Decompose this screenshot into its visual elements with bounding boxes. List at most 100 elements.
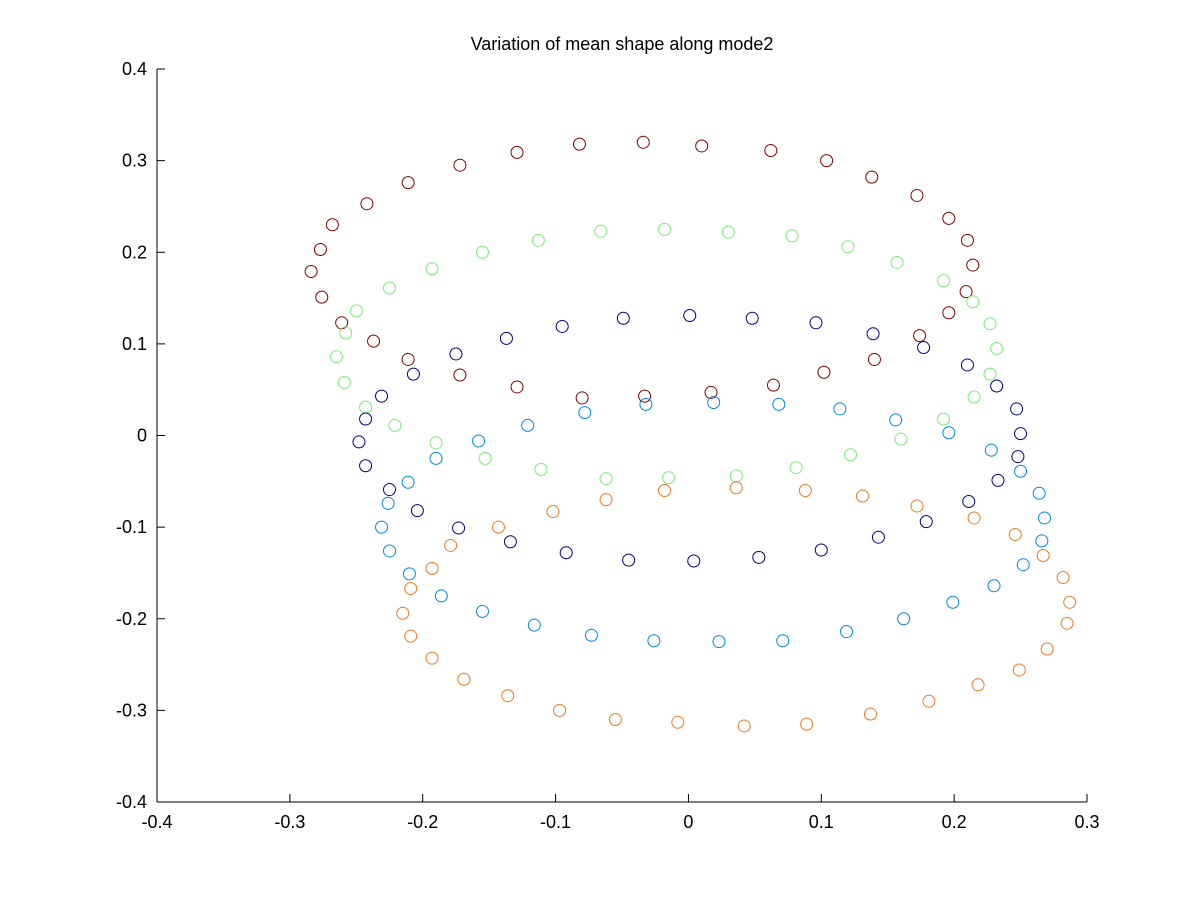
y-tick-label: 0.1 (122, 334, 147, 354)
data-point (971, 678, 985, 692)
data-point (1011, 450, 1025, 464)
data-point (721, 225, 735, 239)
data-point (406, 367, 420, 381)
y-tick-label: -0.1 (116, 517, 147, 537)
data-point (429, 451, 443, 465)
series-1 (304, 135, 980, 405)
data-point (510, 380, 524, 394)
data-point (922, 694, 936, 708)
series-5 (396, 481, 1077, 733)
data-point (817, 365, 831, 379)
data-point (789, 461, 803, 475)
data-point (729, 481, 743, 495)
chart-title: Variation of mean shape along mode2 (471, 34, 774, 54)
data-point (402, 567, 416, 581)
data-point (766, 378, 780, 392)
data-point (987, 579, 1001, 593)
data-point (491, 520, 505, 534)
data-point (315, 290, 329, 304)
data-point (501, 689, 515, 703)
data-point (404, 582, 418, 596)
data-point (476, 604, 489, 618)
data-point (578, 406, 592, 420)
data-point (704, 385, 718, 399)
data-point (967, 390, 981, 404)
data-point (499, 331, 513, 345)
data-point (937, 412, 951, 426)
x-tick-label: 0.2 (942, 812, 967, 832)
data-point (452, 521, 466, 535)
data-point (401, 475, 415, 489)
data-point (946, 595, 960, 609)
data-point (983, 317, 997, 331)
data-point (844, 448, 858, 462)
y-tick-label: 0.3 (122, 151, 147, 171)
data-point (383, 544, 396, 558)
data-point (1056, 571, 1070, 585)
data-point (1010, 402, 1024, 416)
x-tick-label: -0.1 (540, 812, 571, 832)
data-point (1060, 616, 1074, 630)
data-point (937, 274, 951, 288)
data-point (910, 188, 924, 202)
data-point (772, 397, 786, 411)
data-point (658, 483, 672, 497)
y-tick-label: 0.4 (122, 59, 147, 79)
data-point (472, 434, 486, 448)
data-point (865, 170, 879, 184)
data-point (638, 389, 652, 403)
data-point (967, 511, 981, 525)
data-point (647, 634, 661, 648)
data-point (478, 451, 492, 465)
data-point (695, 139, 709, 153)
data-point (410, 504, 424, 518)
data-point (457, 672, 471, 686)
data-point (555, 319, 569, 333)
data-point (383, 483, 396, 497)
data-point (800, 717, 814, 731)
y-tick-label: -0.4 (116, 792, 147, 812)
data-point (608, 713, 622, 727)
data-point (683, 308, 697, 322)
data-point (425, 561, 439, 575)
x-tick-label: -0.2 (407, 812, 438, 832)
data-point (383, 281, 396, 295)
data-point (559, 546, 573, 560)
data-point (339, 326, 353, 340)
data-point (429, 436, 443, 450)
data-point (983, 367, 997, 381)
data-point (325, 218, 339, 232)
y-tick-label: 0 (137, 426, 147, 446)
data-point (337, 375, 351, 389)
axis-ticks: -0.4 -0.3 -0.2 -0.1 0 0.1 0.2 0.3 -0.4 -0.3 -0.2 -0… (116, 59, 1100, 832)
data-point (962, 494, 976, 508)
data-point (764, 144, 778, 158)
series-4 (375, 396, 1051, 649)
data-point (401, 352, 415, 366)
data-point (671, 715, 685, 729)
data-point (863, 707, 877, 721)
data-point (449, 347, 463, 361)
data-point (897, 612, 911, 626)
data-point (531, 233, 545, 247)
data-point (349, 304, 363, 318)
data-point (546, 505, 560, 519)
data-point (752, 550, 766, 564)
data-point (425, 262, 439, 276)
x-tick-label: -0.4 (141, 812, 172, 832)
data-point (942, 211, 956, 225)
data-point (359, 412, 373, 426)
data-point (404, 629, 418, 643)
data-point (381, 496, 395, 510)
data-point (1008, 527, 1022, 541)
data-point (1037, 511, 1051, 525)
data-point (521, 418, 535, 432)
data-point (942, 426, 956, 440)
data-point (991, 473, 1005, 487)
data-point (960, 358, 974, 372)
data-point (575, 391, 589, 405)
data-point (833, 402, 847, 416)
data-point (636, 135, 650, 149)
data-point (388, 418, 402, 432)
